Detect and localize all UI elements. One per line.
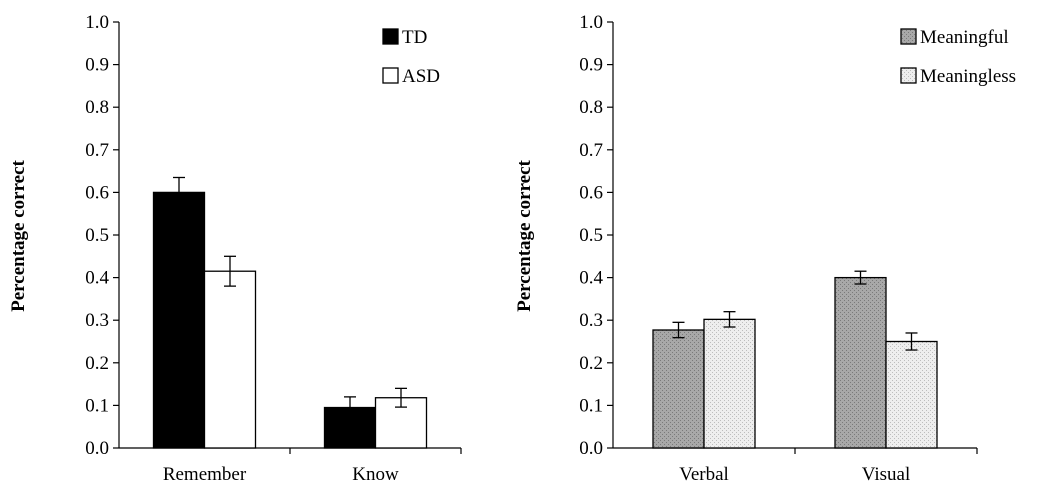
bar-meaningful-verbal [652, 329, 705, 449]
y-tick-label: 0.6 [85, 182, 109, 203]
legend-swatch-td [382, 28, 399, 45]
y-tick-label: 0.1 [85, 395, 109, 416]
legend-swatch-meaningful [900, 28, 917, 45]
y-tick-label: 0.9 [85, 55, 109, 76]
y-tick-label: 0.1 [579, 395, 603, 416]
legend-swatch-asd [382, 67, 399, 84]
y-tick-label: 0.4 [579, 268, 603, 289]
x-category-label: Visual [862, 464, 910, 485]
y-tick-label: 1.0 [579, 12, 603, 33]
y-tick-label: 0.8 [85, 97, 109, 118]
y-tick-label: 0.0 [579, 438, 603, 459]
y-tick-label: 0.3 [85, 310, 109, 331]
bar-asd-remember [203, 270, 257, 449]
y-tick-label: 0.2 [85, 353, 109, 374]
y-tick-label: 0.5 [85, 225, 109, 246]
y-tick-label: 0.3 [579, 310, 603, 331]
y-tick-label: 0.4 [85, 268, 109, 289]
y-tick-label: 0.5 [579, 225, 603, 246]
chart-verbal-visual: 0.0 0.1 0.2 0.3 0.4 0.5 0.6 0.7 0.8 0.9 1.0 Percent… [514, 12, 1016, 485]
x-category-label: Know [352, 464, 399, 485]
y-axis-title: Percentage correct [8, 159, 29, 311]
y-tick-label: 0.6 [579, 182, 603, 203]
legend-label-td: TD [402, 27, 427, 48]
y-tick-label: 0.0 [85, 438, 109, 459]
y-tick-label: 0.7 [85, 140, 109, 161]
y-tick-label: 1.0 [85, 12, 109, 33]
bar-meaningless-visual [885, 340, 938, 449]
bar-meaningless-verbal [703, 318, 756, 449]
legend-swatch-meaningless [900, 67, 917, 84]
legend-label-meaningless: Meaningless [920, 66, 1016, 87]
bar-meaningful-visual [834, 276, 887, 449]
chart-remember-know: 0.0 0.1 0.2 0.3 0.4 0.5 0.6 0.7 0.8 0.9 1.0 Percent… [8, 12, 462, 485]
x-category-label: Verbal [679, 464, 729, 485]
y-tick-label: 0.8 [579, 97, 603, 118]
legend-label-asd: ASD [402, 66, 440, 87]
y-tick-label: 0.2 [579, 353, 603, 374]
x-category-label: Remember [163, 464, 247, 485]
y-tick-label: 0.9 [579, 55, 603, 76]
legend-label-meaningful: Meaningful [920, 27, 1009, 48]
y-axis-title: Percentage correct [514, 159, 535, 311]
y-tick-label: 0.7 [579, 140, 603, 161]
bar-td-remember [152, 191, 206, 449]
